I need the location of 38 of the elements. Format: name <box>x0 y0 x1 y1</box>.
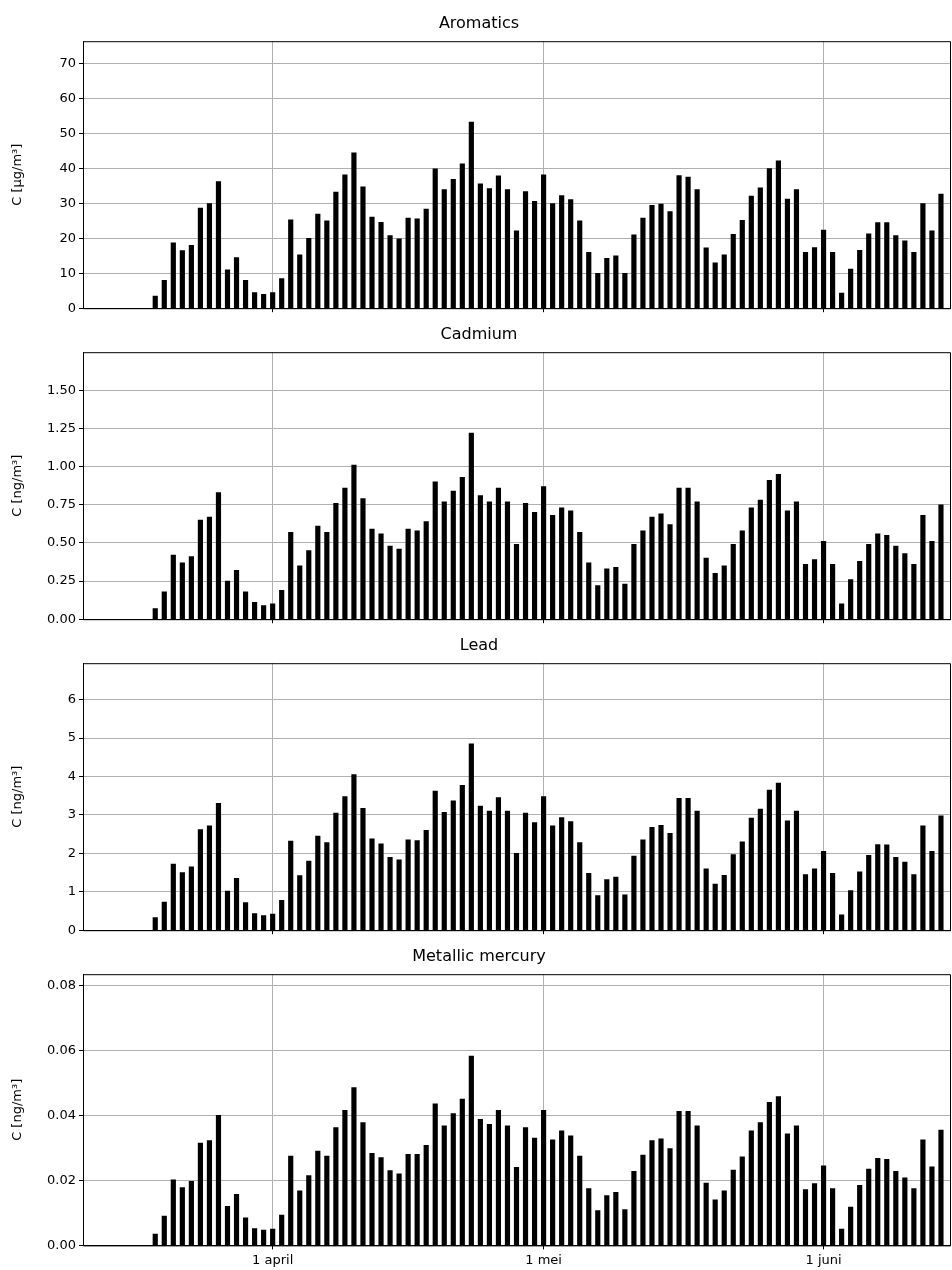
y-tick-label: 0.08 <box>47 976 76 992</box>
y-axis-title: C [ng/m³] <box>9 765 25 828</box>
y-tick-label: 40 <box>59 159 76 175</box>
y-tick-label: 0 <box>67 299 76 315</box>
y-tick-label: 0.25 <box>47 572 76 588</box>
y-tick-label: 1.50 <box>47 381 76 397</box>
y-tick-label: 0 <box>67 921 76 937</box>
y-tick-label: 0.04 <box>47 1106 76 1122</box>
x-tick-label: 1 juni <box>805 1251 842 1267</box>
y-axis-title: C [ng/m³] <box>9 454 25 517</box>
chart-title: Aromatics <box>438 12 520 32</box>
y-tick-label: 70 <box>59 55 76 71</box>
y-tick-label: 60 <box>59 90 76 106</box>
y-tick-label: 0.06 <box>47 1041 76 1057</box>
y-tick-label: 1.25 <box>47 419 76 435</box>
y-tick-label: 2 <box>67 844 76 860</box>
y-tick-label: 0.00 <box>47 1236 76 1252</box>
x-tick-label: 1 mei <box>525 1251 562 1267</box>
y-tick-label: 0.50 <box>47 534 76 550</box>
chart-title: Cadmium <box>440 323 518 343</box>
y-tick-label: 0.02 <box>47 1171 76 1187</box>
y-tick-label: 30 <box>59 194 76 210</box>
y-tick-label: 3 <box>67 806 76 822</box>
y-tick-label: 1.00 <box>47 458 76 473</box>
chart-title: Lead <box>459 634 499 654</box>
y-tick-label: 20 <box>59 229 76 245</box>
y-tick-label: 10 <box>59 264 76 280</box>
y-tick-label: 0.00 <box>47 610 76 626</box>
chart-title: Metallic mercury <box>412 945 546 965</box>
y-axis-title: C [μg/m³] <box>9 143 25 206</box>
y-axis-title: C [ng/m³] <box>9 1078 25 1141</box>
y-tick-label: 0.75 <box>47 496 76 512</box>
x-tick-label: 1 april <box>252 1251 294 1267</box>
y-tick-label: 5 <box>67 729 76 745</box>
y-tick-label: 50 <box>59 125 76 141</box>
y-tick-label: 6 <box>67 691 76 707</box>
y-tick-label: 4 <box>67 767 76 783</box>
y-tick-label: 1 <box>67 883 76 899</box>
